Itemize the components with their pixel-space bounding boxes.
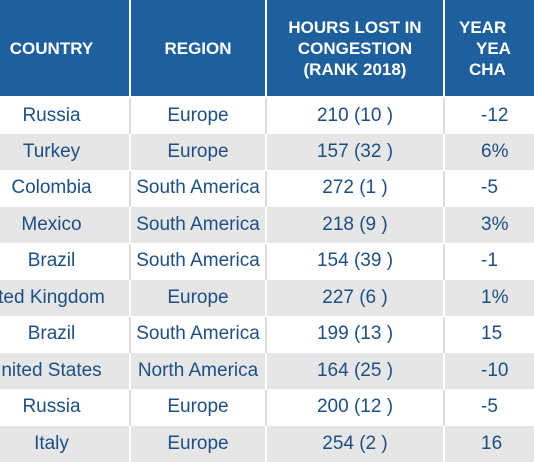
table-row: Russia Europe 210 (10 ) -12 <box>0 97 534 134</box>
cell-year-change: -10 <box>444 352 534 390</box>
table-row: nited States North America 164 (25 ) -10 <box>0 352 534 390</box>
cell-country: Turkey <box>0 133 131 171</box>
header-hours-lost: HOURS LOST IN CONGESTION (RANK 2018) <box>266 0 445 98</box>
header-region: REGION <box>130 0 267 98</box>
cell-hours: 227 (6 ) <box>266 279 445 317</box>
cell-region: Europe <box>130 389 267 426</box>
table-row: Brazil South America 199 (13 ) 15 <box>0 316 534 353</box>
cell-hours: 200 (12 ) <box>266 389 445 426</box>
table-row: Mexico South America 218 (9 ) 3% <box>0 206 534 244</box>
cell-region: South America <box>130 206 267 244</box>
cell-hours: 154 (39 ) <box>266 243 445 280</box>
cell-country: Colombia <box>0 170 131 207</box>
table-row: Russia Europe 200 (12 ) -5 <box>0 389 534 426</box>
cell-region: South America <box>130 170 267 207</box>
header-yoy-line1: YEAR <box>459 17 507 37</box>
header-yoy-line3: CHA <box>469 59 506 79</box>
cell-country: Brazil <box>0 243 131 280</box>
cell-region: South America <box>130 243 267 280</box>
cell-country: Russia <box>0 97 131 134</box>
cell-region: Europe <box>130 425 267 462</box>
table-row: Colombia South America 272 (1 ) -5 <box>0 170 534 207</box>
table-row: Italy Europe 254 (2 ) 16 <box>0 425 534 462</box>
cell-country: Mexico <box>0 206 131 244</box>
header-country: COUNTRY <box>0 0 131 98</box>
cell-hours: 157 (32 ) <box>266 133 445 171</box>
cell-country: Italy <box>0 425 131 462</box>
table-row: Turkey Europe 157 (32 ) 6% <box>0 133 534 171</box>
cell-year-change: -1 <box>444 243 534 280</box>
cell-country: ted Kingdom <box>0 279 131 317</box>
cell-year-change: -5 <box>444 170 534 207</box>
cell-year-change: 1% <box>444 279 534 317</box>
cell-hours: 164 (25 ) <box>266 352 445 390</box>
cell-region: Europe <box>130 279 267 317</box>
cell-country: Brazil <box>0 316 131 353</box>
cell-year-change: 16 <box>444 425 534 462</box>
cell-hours: 272 (1 ) <box>266 170 445 207</box>
cell-country: Russia <box>0 389 131 426</box>
cell-year-change: -12 <box>444 97 534 134</box>
table-row: ted Kingdom Europe 227 (6 ) 1% <box>0 279 534 317</box>
cell-year-change: 15 <box>444 316 534 353</box>
cell-hours: 199 (13 ) <box>266 316 445 353</box>
cell-region: Europe <box>130 133 267 171</box>
cell-country: nited States <box>0 352 131 390</box>
cell-hours: 254 (2 ) <box>266 425 445 462</box>
header-hours-line3: (RANK 2018) <box>303 59 407 79</box>
cell-hours: 218 (9 ) <box>266 206 445 244</box>
header-yoy-line2: YEA <box>476 38 511 58</box>
header-hours-line1: HOURS LOST IN <box>288 17 422 37</box>
cell-hours: 210 (10 ) <box>266 97 445 134</box>
table-row: Brazil South America 154 (39 ) -1 <box>0 243 534 280</box>
cell-year-change: 6% <box>444 133 534 171</box>
cell-region: Europe <box>130 97 267 134</box>
cell-year-change: -5 <box>444 389 534 426</box>
cell-year-change: 3% <box>444 206 534 244</box>
header-row: COUNTRY REGION HOURS LOST IN CONGESTION … <box>0 0 534 98</box>
header-year-change: YEAR YEA CHA <box>444 0 534 98</box>
cell-region: North America <box>130 352 267 390</box>
header-hours-line2: CONGESTION <box>297 38 413 58</box>
cell-region: South America <box>130 316 267 353</box>
